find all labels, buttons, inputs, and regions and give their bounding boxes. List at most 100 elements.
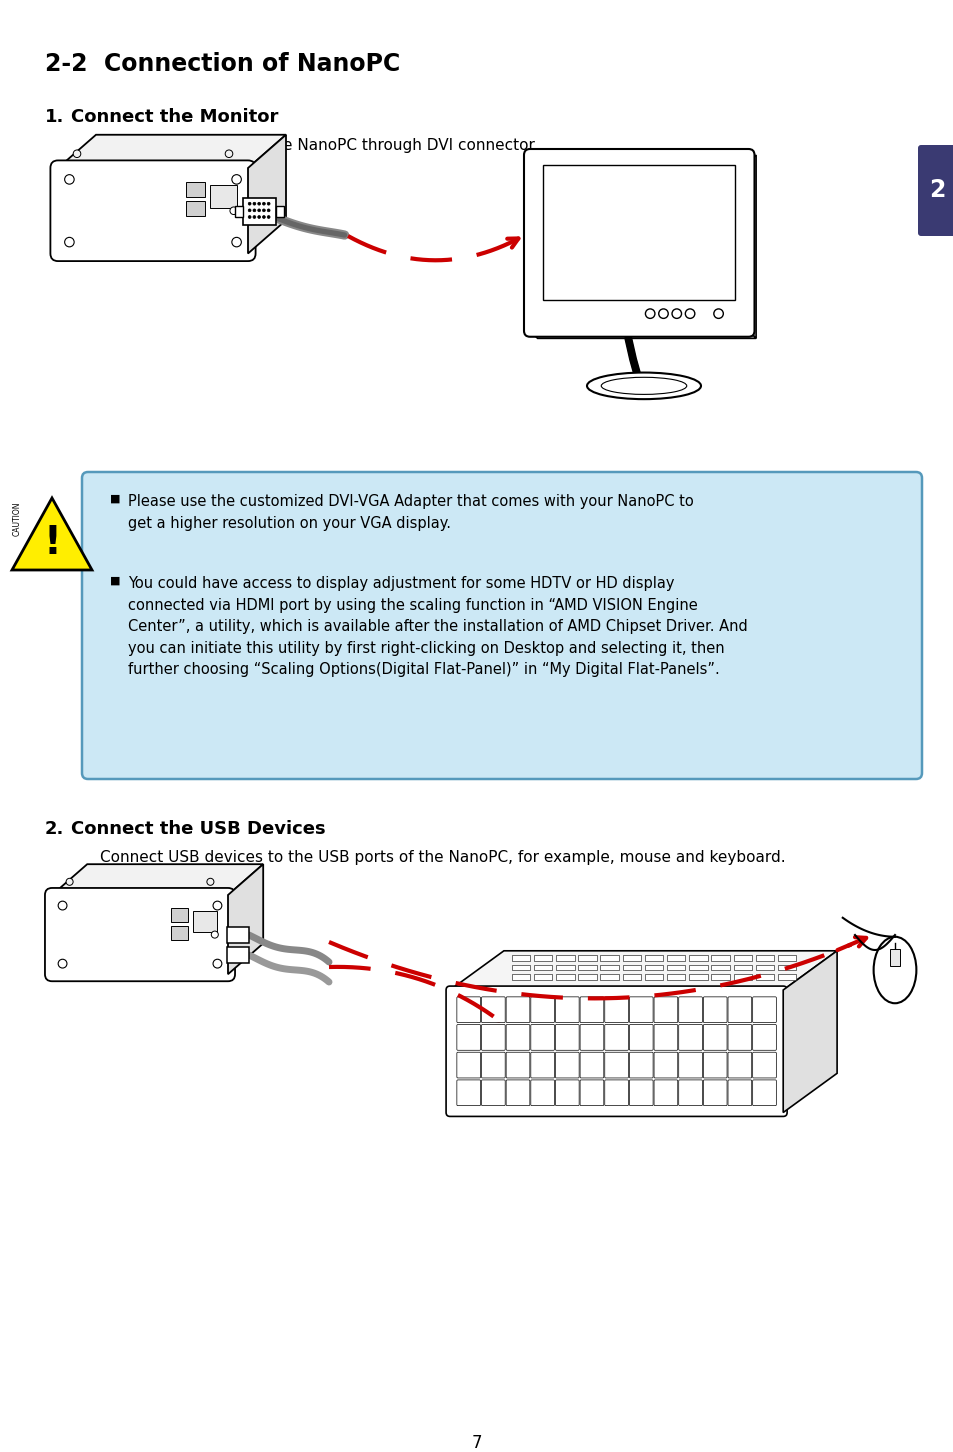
Bar	[542, 164, 735, 301]
Circle shape	[671, 309, 680, 318]
Circle shape	[262, 202, 265, 205]
FancyBboxPatch shape	[678, 1025, 701, 1050]
Text: 7: 7	[471, 1435, 482, 1452]
FancyBboxPatch shape	[629, 998, 653, 1022]
Circle shape	[65, 174, 74, 184]
Polygon shape	[52, 864, 263, 894]
Bar	[666, 955, 685, 961]
FancyBboxPatch shape	[752, 1053, 776, 1077]
Bar	[578, 955, 597, 961]
FancyBboxPatch shape	[702, 1080, 726, 1105]
FancyBboxPatch shape	[456, 1080, 480, 1105]
Bar	[227, 926, 249, 942]
FancyBboxPatch shape	[579, 1080, 603, 1105]
FancyBboxPatch shape	[604, 1080, 628, 1105]
Polygon shape	[248, 135, 286, 254]
FancyBboxPatch shape	[506, 1080, 529, 1105]
Ellipse shape	[586, 373, 700, 399]
FancyBboxPatch shape	[702, 1025, 726, 1050]
Text: You could have access to display adjustment for some HDTV or HD display
connecte: You could have access to display adjustm…	[128, 576, 747, 678]
Circle shape	[213, 902, 222, 910]
FancyBboxPatch shape	[523, 150, 754, 337]
FancyBboxPatch shape	[579, 1053, 603, 1077]
Bar	[186, 202, 205, 216]
Bar	[599, 955, 618, 961]
FancyBboxPatch shape	[456, 1025, 480, 1050]
Bar	[666, 974, 685, 980]
Ellipse shape	[873, 937, 916, 1003]
Circle shape	[248, 209, 251, 212]
Polygon shape	[228, 864, 263, 974]
FancyBboxPatch shape	[579, 998, 603, 1022]
FancyBboxPatch shape	[752, 1025, 776, 1050]
Bar	[666, 964, 685, 970]
Circle shape	[257, 215, 260, 218]
Circle shape	[658, 309, 667, 318]
Bar	[777, 955, 796, 961]
FancyBboxPatch shape	[727, 1025, 751, 1050]
FancyBboxPatch shape	[555, 1053, 578, 1077]
FancyBboxPatch shape	[530, 998, 554, 1022]
Bar	[171, 926, 188, 939]
Bar	[243, 197, 276, 225]
Circle shape	[65, 237, 74, 247]
Bar	[777, 964, 796, 970]
Circle shape	[66, 878, 73, 886]
Bar	[711, 955, 729, 961]
FancyBboxPatch shape	[506, 1025, 529, 1050]
FancyBboxPatch shape	[579, 1025, 603, 1050]
FancyBboxPatch shape	[555, 1080, 578, 1105]
Bar	[186, 183, 205, 197]
FancyBboxPatch shape	[629, 1025, 653, 1050]
Bar	[777, 974, 796, 980]
Bar	[276, 206, 284, 216]
Bar	[755, 955, 774, 961]
FancyBboxPatch shape	[678, 1053, 701, 1077]
FancyBboxPatch shape	[752, 998, 776, 1022]
Polygon shape	[748, 155, 756, 338]
Circle shape	[225, 150, 233, 158]
Circle shape	[232, 174, 241, 184]
FancyBboxPatch shape	[45, 889, 234, 982]
Bar	[235, 206, 243, 216]
Circle shape	[267, 215, 270, 218]
FancyBboxPatch shape	[678, 998, 701, 1022]
FancyBboxPatch shape	[555, 998, 578, 1022]
FancyBboxPatch shape	[654, 1080, 677, 1105]
Circle shape	[253, 209, 255, 212]
Bar	[755, 964, 774, 970]
Bar	[556, 974, 574, 980]
Bar	[688, 964, 707, 970]
FancyBboxPatch shape	[727, 1053, 751, 1077]
Bar	[193, 910, 217, 932]
Bar	[556, 964, 574, 970]
Polygon shape	[530, 331, 756, 338]
Bar	[644, 964, 662, 970]
FancyBboxPatch shape	[604, 998, 628, 1022]
Text: Connect the Monitor: Connect the Monitor	[71, 107, 278, 126]
Circle shape	[262, 215, 265, 218]
Polygon shape	[782, 951, 836, 1112]
Bar	[534, 955, 552, 961]
Circle shape	[230, 208, 237, 215]
Bar	[578, 964, 597, 970]
Text: Connect a monitor to the NanoPC through DVI connector.: Connect a monitor to the NanoPC through …	[100, 138, 537, 152]
FancyBboxPatch shape	[752, 1080, 776, 1105]
Circle shape	[248, 202, 251, 205]
Bar	[644, 955, 662, 961]
Bar	[711, 964, 729, 970]
Bar	[171, 908, 188, 922]
Bar	[622, 964, 640, 970]
Circle shape	[253, 202, 255, 205]
Bar	[622, 955, 640, 961]
Bar	[733, 974, 751, 980]
FancyBboxPatch shape	[629, 1053, 653, 1077]
FancyBboxPatch shape	[654, 1053, 677, 1077]
Bar	[534, 964, 552, 970]
FancyBboxPatch shape	[678, 1080, 701, 1105]
Circle shape	[267, 202, 270, 205]
FancyBboxPatch shape	[456, 1053, 480, 1077]
FancyBboxPatch shape	[555, 1025, 578, 1050]
Ellipse shape	[600, 378, 686, 395]
FancyBboxPatch shape	[481, 1080, 505, 1105]
